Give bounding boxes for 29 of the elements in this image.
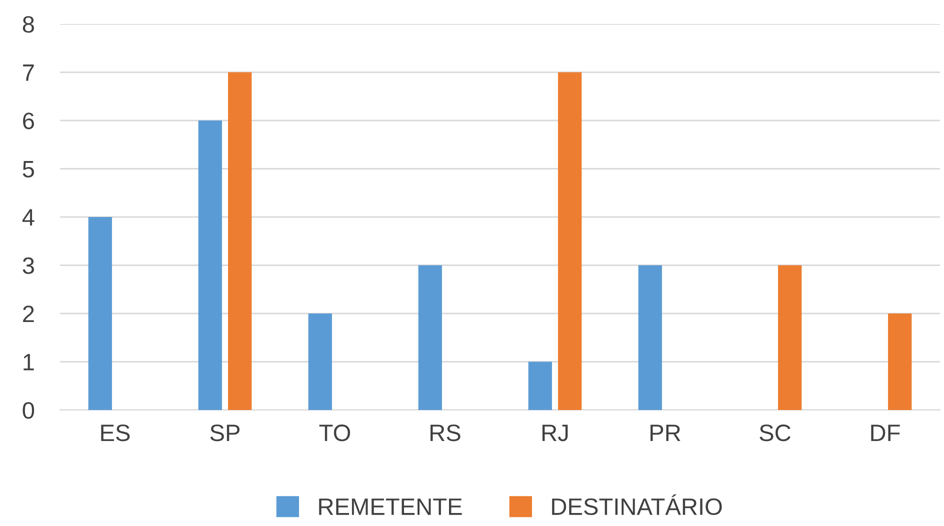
bar xyxy=(778,265,802,410)
bar xyxy=(228,72,252,410)
x-tick-label: DF xyxy=(871,424,900,441)
bar xyxy=(558,72,582,410)
x-tick-label: RJ xyxy=(542,424,568,442)
y-tick-label: 8 xyxy=(22,16,34,33)
x-tick-label: PR xyxy=(650,424,680,441)
y-tick-label: 6 xyxy=(23,112,34,130)
x-tick-label: SC xyxy=(760,424,790,442)
bar xyxy=(418,265,442,410)
y-tick-label: 4 xyxy=(22,209,34,226)
y-tick-label: 5 xyxy=(22,161,34,178)
x-tick-label: RS xyxy=(430,424,460,442)
legend-label: DESTINATÁRIO xyxy=(552,494,722,516)
y-tick-label: 0 xyxy=(22,402,34,419)
bar xyxy=(198,120,222,410)
bar xyxy=(638,265,662,410)
x-tick-label: ES xyxy=(101,424,130,442)
x-tick-label: TO xyxy=(319,424,350,442)
bar xyxy=(88,217,112,410)
legend-label: REMETENTE xyxy=(319,498,462,515)
bar xyxy=(888,314,912,410)
bar xyxy=(528,362,552,410)
y-tick-label: 1 xyxy=(24,354,34,370)
y-tick-label: 7 xyxy=(23,64,34,81)
bar xyxy=(308,314,332,410)
y-tick-label: 3 xyxy=(22,257,34,274)
y-tick-label: 2 xyxy=(23,306,34,322)
x-tick-label: SP xyxy=(210,424,240,442)
